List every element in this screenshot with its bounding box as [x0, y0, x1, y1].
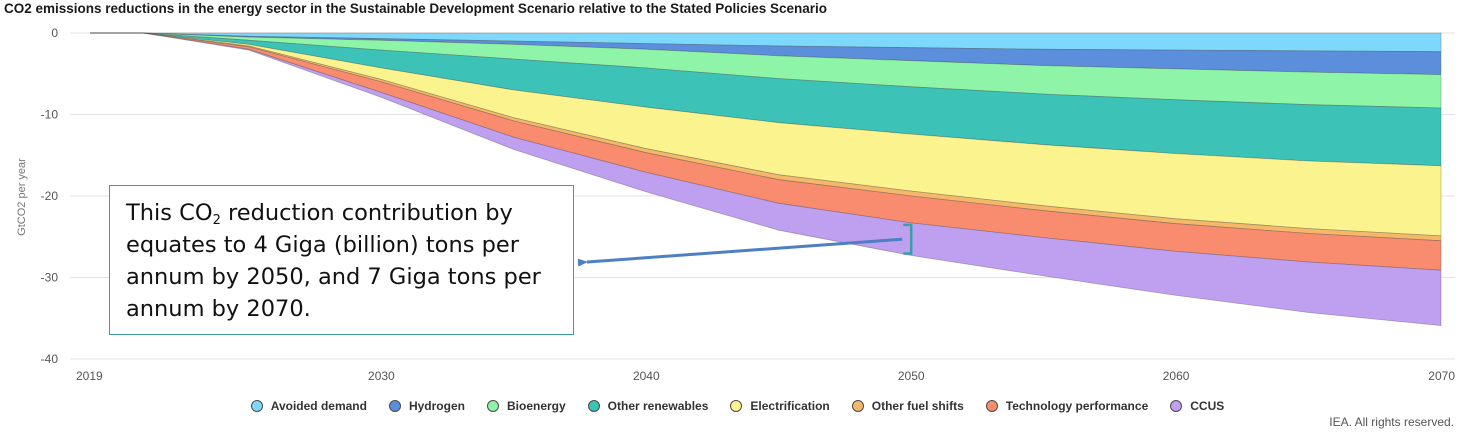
legend-label: Other renewables — [607, 399, 709, 413]
legend-label: Bioenergy — [506, 399, 566, 413]
legend-swatch — [1170, 400, 1183, 412]
x-tick-label: 2070 — [1428, 369, 1455, 383]
legend-item[interactable]: Electrification — [730, 399, 830, 413]
y-tick-label: -40 — [41, 352, 59, 366]
legend-label: CCUS — [1190, 399, 1225, 413]
x-tick-label: 2040 — [633, 369, 660, 383]
annotation-subscript: 2 — [212, 213, 221, 228]
area-hydrogen — [90, 32, 1442, 76]
bracket — [903, 223, 913, 255]
arrow — [577, 237, 903, 267]
x-tick-label: 2050 — [898, 369, 925, 383]
chart-title: CO2 emissions reductions in the energy s… — [4, 1, 827, 16]
y-tick-label: -10 — [41, 108, 59, 122]
y-tick-label: 0 — [51, 26, 58, 40]
x-tick-label: 2030 — [368, 369, 395, 383]
legend-item[interactable]: Avoided demand — [250, 399, 367, 413]
legend-label: Technology performance — [1005, 399, 1149, 413]
legend-label: Avoided demand — [270, 399, 367, 413]
legend-swatch — [486, 400, 499, 412]
annotation-callout: This CO2 reduction contribution by equat… — [109, 185, 574, 335]
y-tick-label: -20 — [41, 189, 59, 203]
area-other-fuel-shifts — [90, 32, 1442, 242]
y-tick-label: -30 — [41, 271, 59, 285]
legend-item[interactable]: Other fuel shifts — [851, 399, 964, 413]
area-ccus — [90, 32, 1442, 327]
legend-swatch — [388, 400, 401, 412]
annotation-arrow — [577, 223, 913, 267]
legend-swatch — [851, 400, 864, 412]
legend-label: Electrification — [750, 399, 830, 413]
area-technology-performance — [90, 32, 1442, 271]
legend-item[interactable]: Other renewables — [587, 399, 709, 413]
area-bioenergy — [90, 32, 1442, 109]
area-electrification — [90, 32, 1442, 237]
legend-label: Other fuel shifts — [871, 399, 964, 413]
legend-swatch — [250, 400, 263, 412]
y-axis-title: GtCO2 per year — [16, 158, 28, 236]
legend: Avoided demand Hydrogen Bioenergy Other ren… — [0, 397, 1459, 415]
legend-item[interactable]: Technology performance — [985, 399, 1149, 413]
y-axis-ticks: 0 -10 -20 -30 -40 — [41, 26, 59, 366]
x-tick-label: 2060 — [1163, 369, 1190, 383]
legend-swatch — [587, 400, 600, 412]
x-axis-ticks: 2019 2030 2040 2050 2060 2070 — [76, 369, 1455, 383]
annotation-text-part: This CO — [126, 200, 213, 226]
annotation-text-part: reduction contribution by equates to 4 G… — [126, 200, 541, 322]
legend-item[interactable]: Bioenergy — [486, 399, 566, 413]
legend-swatch — [985, 400, 998, 412]
legend-item[interactable]: Hydrogen — [388, 399, 465, 413]
area-series — [90, 32, 1442, 327]
x-tick-label: 2019 — [76, 369, 103, 383]
legend-swatch — [730, 400, 743, 412]
source-credit: IEA. All rights reserved. — [1329, 415, 1454, 429]
legend-label: Hydrogen — [408, 399, 465, 413]
legend-item[interactable]: CCUS — [1170, 399, 1224, 413]
